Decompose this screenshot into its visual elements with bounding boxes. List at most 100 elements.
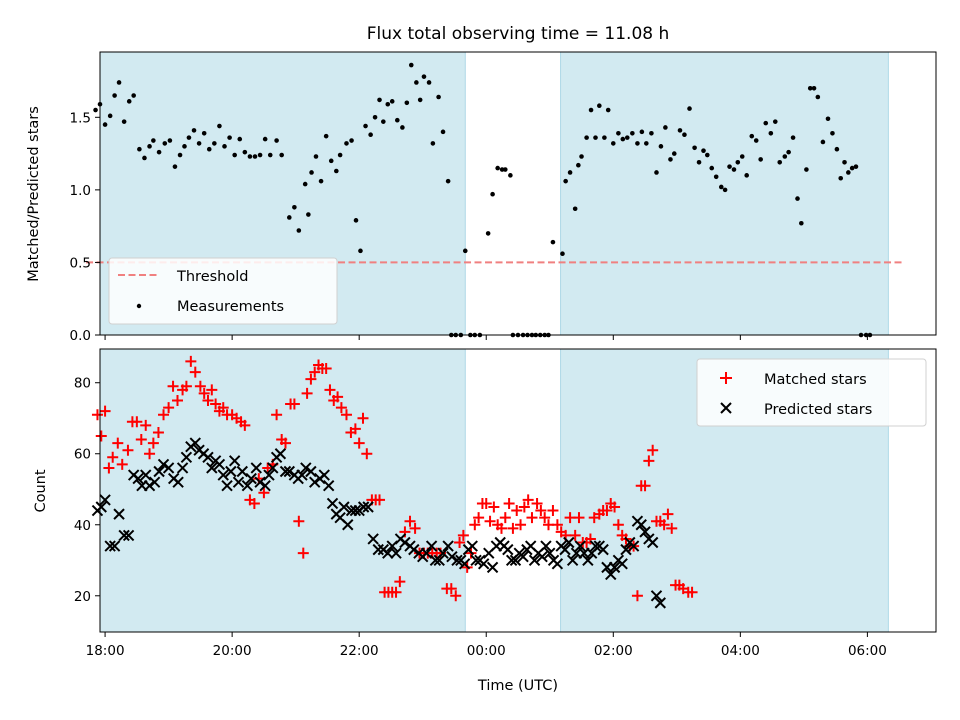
measurement-point <box>363 123 368 129</box>
measurement-point <box>126 99 132 104</box>
x-tick-label: 06:00 <box>848 643 887 659</box>
measurement-point <box>834 146 840 152</box>
matched-star-point <box>332 391 344 403</box>
measurement-point <box>328 158 334 164</box>
matched-star-point <box>503 497 515 509</box>
matched-star-point <box>573 512 585 524</box>
matched-star-point <box>522 494 534 506</box>
matched-star-point <box>131 416 143 428</box>
matched-star-point <box>116 458 128 470</box>
measurement-point <box>262 136 268 142</box>
predicted-star-point <box>551 558 564 570</box>
measurement-point <box>495 165 500 171</box>
predicted-star-point <box>382 547 394 559</box>
predicted-star-point <box>296 469 308 481</box>
matched-star-point <box>612 519 624 531</box>
measurement-point <box>344 141 349 146</box>
measurement-point <box>735 159 741 165</box>
measurement-point <box>838 175 844 181</box>
measurement-point <box>116 80 122 85</box>
measurement-point <box>206 146 212 152</box>
predicted-legend-label: Predicted stars <box>764 402 872 418</box>
predicted-star-point <box>442 540 454 552</box>
matched-star-point <box>239 419 251 431</box>
matched-star-point <box>340 409 352 421</box>
matched-star-point <box>551 519 563 531</box>
matched-star-point <box>353 437 365 449</box>
measurement-point <box>196 141 202 146</box>
predicted-star-point <box>322 479 335 492</box>
measurement-point <box>563 178 568 184</box>
matched-star-point <box>206 384 218 396</box>
x-tick-label: 20:00 <box>213 643 252 659</box>
matched-star-point <box>309 366 321 378</box>
predicted-star-point <box>563 536 575 549</box>
measurement-point <box>306 212 311 217</box>
matched-star-point <box>450 590 462 602</box>
predicted-star-point <box>451 554 463 566</box>
measurement-point <box>112 93 117 98</box>
predicted-star-point <box>263 469 275 481</box>
x-axis-label: Time (UTC) <box>477 678 558 694</box>
measurement-point <box>579 154 584 159</box>
measurement-point <box>795 196 800 201</box>
chart-title: Flux total observing time = 11.08 h <box>367 24 670 44</box>
y-tick-label: 1.0 <box>70 183 91 199</box>
predicted-star-point <box>639 526 651 538</box>
matched-star-point <box>279 437 291 449</box>
measurement-point <box>692 145 697 151</box>
y-tick-label: 0.0 <box>70 328 91 344</box>
x-tick-label: 18:00 <box>86 643 125 659</box>
matched-star-point <box>258 487 270 499</box>
measurement-point <box>705 152 710 158</box>
measurement-point <box>763 120 769 126</box>
measurement-point <box>302 181 308 187</box>
measurement-point <box>718 184 724 190</box>
predicted-star-point <box>566 554 579 566</box>
matched-star-point <box>185 355 197 367</box>
measurement-point <box>267 152 273 158</box>
measurements-series <box>93 62 873 338</box>
matched-star-point <box>99 405 111 417</box>
measurement-point <box>395 117 400 123</box>
measurement-point <box>782 154 788 159</box>
matched-star-point <box>445 583 457 595</box>
predicted-star-point <box>390 547 402 559</box>
measurement-point <box>274 138 279 143</box>
ratio-y-axis-label: Matched/Predicted stars <box>26 106 42 282</box>
matched-star-point <box>103 462 115 474</box>
y-tick-label: 0.5 <box>70 255 91 271</box>
matched-star-point <box>394 576 406 588</box>
matched-star-point <box>647 444 659 456</box>
measurement-point <box>131 93 136 98</box>
matched-star-point <box>210 398 222 410</box>
predicted-star-point <box>528 554 541 566</box>
measurement-point <box>830 130 835 136</box>
measurement-point <box>201 130 207 136</box>
predicted-star-point <box>517 551 529 563</box>
measurement-point <box>93 107 98 113</box>
measurement-point <box>121 119 127 124</box>
counts-panel: 20 40 60 80 18:00 20:00 22:00 00:00 02:00 04:00 0… <box>33 348 937 694</box>
predicted-stars-series <box>91 437 667 609</box>
predicted-star-point <box>646 536 659 549</box>
predicted-star-point <box>616 558 628 570</box>
measurement-point <box>677 128 683 133</box>
measurement-point <box>445 178 451 184</box>
matched-star-point <box>271 409 283 421</box>
matched-star-point <box>662 508 674 520</box>
measurement-point <box>414 80 419 85</box>
matched-star-point <box>248 497 260 509</box>
predicted-star-point <box>202 451 214 464</box>
measurement-point <box>753 138 759 143</box>
matched-star-point <box>112 437 124 449</box>
measurement-point <box>421 74 427 79</box>
matched-star-point <box>643 455 655 467</box>
measurement-point <box>722 187 728 193</box>
measurement-point <box>162 141 168 146</box>
measurement-point <box>212 141 217 146</box>
predicted-star-point <box>254 476 266 488</box>
predicted-star-point <box>326 497 339 510</box>
y-tick-label: 20 <box>74 589 91 605</box>
measurement-point <box>247 154 253 159</box>
